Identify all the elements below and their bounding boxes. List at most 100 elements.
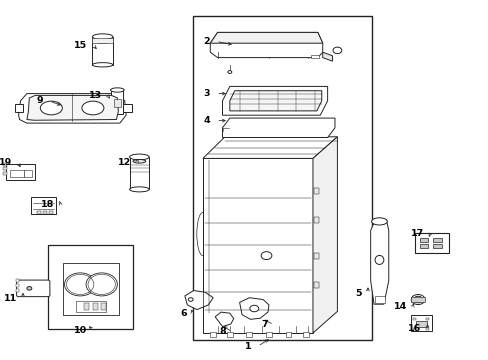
Polygon shape bbox=[312, 137, 337, 333]
Bar bbox=[76, 301, 105, 312]
Bar bbox=[114, 99, 121, 107]
Bar bbox=[313, 217, 318, 223]
Bar bbox=[432, 244, 441, 248]
Bar bbox=[6, 164, 35, 180]
Ellipse shape bbox=[249, 305, 258, 312]
Polygon shape bbox=[215, 312, 233, 327]
Bar bbox=[3, 172, 7, 175]
Bar bbox=[419, 238, 427, 242]
Ellipse shape bbox=[133, 159, 145, 163]
Ellipse shape bbox=[410, 294, 424, 305]
Text: 13: 13 bbox=[88, 91, 102, 100]
Bar bbox=[24, 170, 32, 177]
Ellipse shape bbox=[129, 154, 149, 160]
Bar bbox=[43, 211, 47, 214]
Bar bbox=[209, 332, 215, 337]
Ellipse shape bbox=[261, 252, 271, 260]
Bar bbox=[193, 16, 371, 340]
Bar bbox=[432, 238, 441, 242]
Ellipse shape bbox=[110, 88, 124, 92]
Text: 8: 8 bbox=[219, 328, 226, 336]
Text: 14: 14 bbox=[393, 302, 406, 311]
Ellipse shape bbox=[371, 218, 386, 225]
Bar bbox=[37, 211, 41, 214]
Bar bbox=[410, 315, 431, 331]
Ellipse shape bbox=[92, 34, 113, 40]
Text: 12: 12 bbox=[118, 158, 131, 167]
Bar bbox=[3, 167, 7, 170]
Polygon shape bbox=[203, 158, 312, 333]
Polygon shape bbox=[322, 52, 332, 61]
Bar bbox=[285, 332, 291, 337]
Bar bbox=[302, 332, 308, 337]
Bar bbox=[310, 55, 319, 58]
Text: 4: 4 bbox=[203, 116, 210, 125]
Text: 17: 17 bbox=[410, 229, 424, 238]
Ellipse shape bbox=[92, 63, 113, 67]
Bar bbox=[83, 303, 88, 310]
Bar bbox=[265, 332, 271, 337]
Ellipse shape bbox=[374, 256, 383, 264]
Bar bbox=[313, 282, 318, 288]
Ellipse shape bbox=[188, 298, 193, 301]
Bar bbox=[92, 37, 113, 65]
Text: 16: 16 bbox=[407, 324, 421, 333]
Bar bbox=[62, 263, 119, 315]
Polygon shape bbox=[15, 104, 23, 112]
Bar bbox=[111, 89, 123, 114]
Bar bbox=[410, 297, 425, 302]
Bar bbox=[93, 303, 98, 310]
Bar bbox=[16, 284, 19, 287]
Polygon shape bbox=[370, 220, 388, 304]
Bar bbox=[426, 318, 428, 320]
Bar bbox=[374, 296, 385, 303]
Text: 18: 18 bbox=[41, 200, 55, 209]
Text: 2: 2 bbox=[203, 37, 210, 46]
Bar bbox=[426, 328, 428, 330]
Text: 1: 1 bbox=[244, 342, 251, 351]
Bar bbox=[313, 188, 318, 194]
Bar bbox=[226, 332, 232, 337]
Ellipse shape bbox=[413, 296, 422, 303]
Ellipse shape bbox=[82, 101, 104, 115]
Polygon shape bbox=[210, 32, 322, 43]
Bar bbox=[92, 38, 113, 43]
Text: 15: 15 bbox=[74, 40, 87, 49]
Polygon shape bbox=[27, 95, 118, 120]
Polygon shape bbox=[123, 104, 132, 112]
Text: 7: 7 bbox=[261, 320, 267, 329]
Bar bbox=[3, 163, 7, 166]
FancyBboxPatch shape bbox=[17, 280, 50, 297]
Bar bbox=[16, 289, 19, 292]
Bar bbox=[414, 233, 448, 253]
Text: 9: 9 bbox=[36, 96, 43, 105]
Ellipse shape bbox=[40, 101, 62, 115]
Bar bbox=[16, 279, 19, 282]
Ellipse shape bbox=[95, 40, 110, 43]
Text: 3: 3 bbox=[203, 89, 210, 98]
Ellipse shape bbox=[227, 71, 231, 73]
Polygon shape bbox=[229, 91, 321, 111]
Text: 11: 11 bbox=[4, 294, 17, 302]
Bar bbox=[419, 244, 427, 248]
Bar bbox=[415, 321, 427, 327]
Circle shape bbox=[64, 273, 96, 296]
Polygon shape bbox=[222, 118, 334, 138]
Text: 19: 19 bbox=[0, 158, 12, 167]
Text: 5: 5 bbox=[355, 289, 361, 298]
Ellipse shape bbox=[332, 47, 341, 54]
Bar bbox=[48, 245, 133, 329]
Polygon shape bbox=[203, 137, 337, 158]
Circle shape bbox=[86, 273, 117, 296]
Bar bbox=[49, 211, 53, 214]
Bar bbox=[412, 318, 415, 320]
Polygon shape bbox=[239, 298, 268, 319]
Text: 10: 10 bbox=[74, 326, 87, 335]
Ellipse shape bbox=[27, 287, 32, 290]
Bar bbox=[129, 157, 149, 189]
Polygon shape bbox=[210, 32, 322, 58]
Bar bbox=[101, 303, 105, 310]
Bar bbox=[10, 170, 24, 177]
Polygon shape bbox=[19, 94, 126, 123]
Bar bbox=[31, 197, 56, 214]
